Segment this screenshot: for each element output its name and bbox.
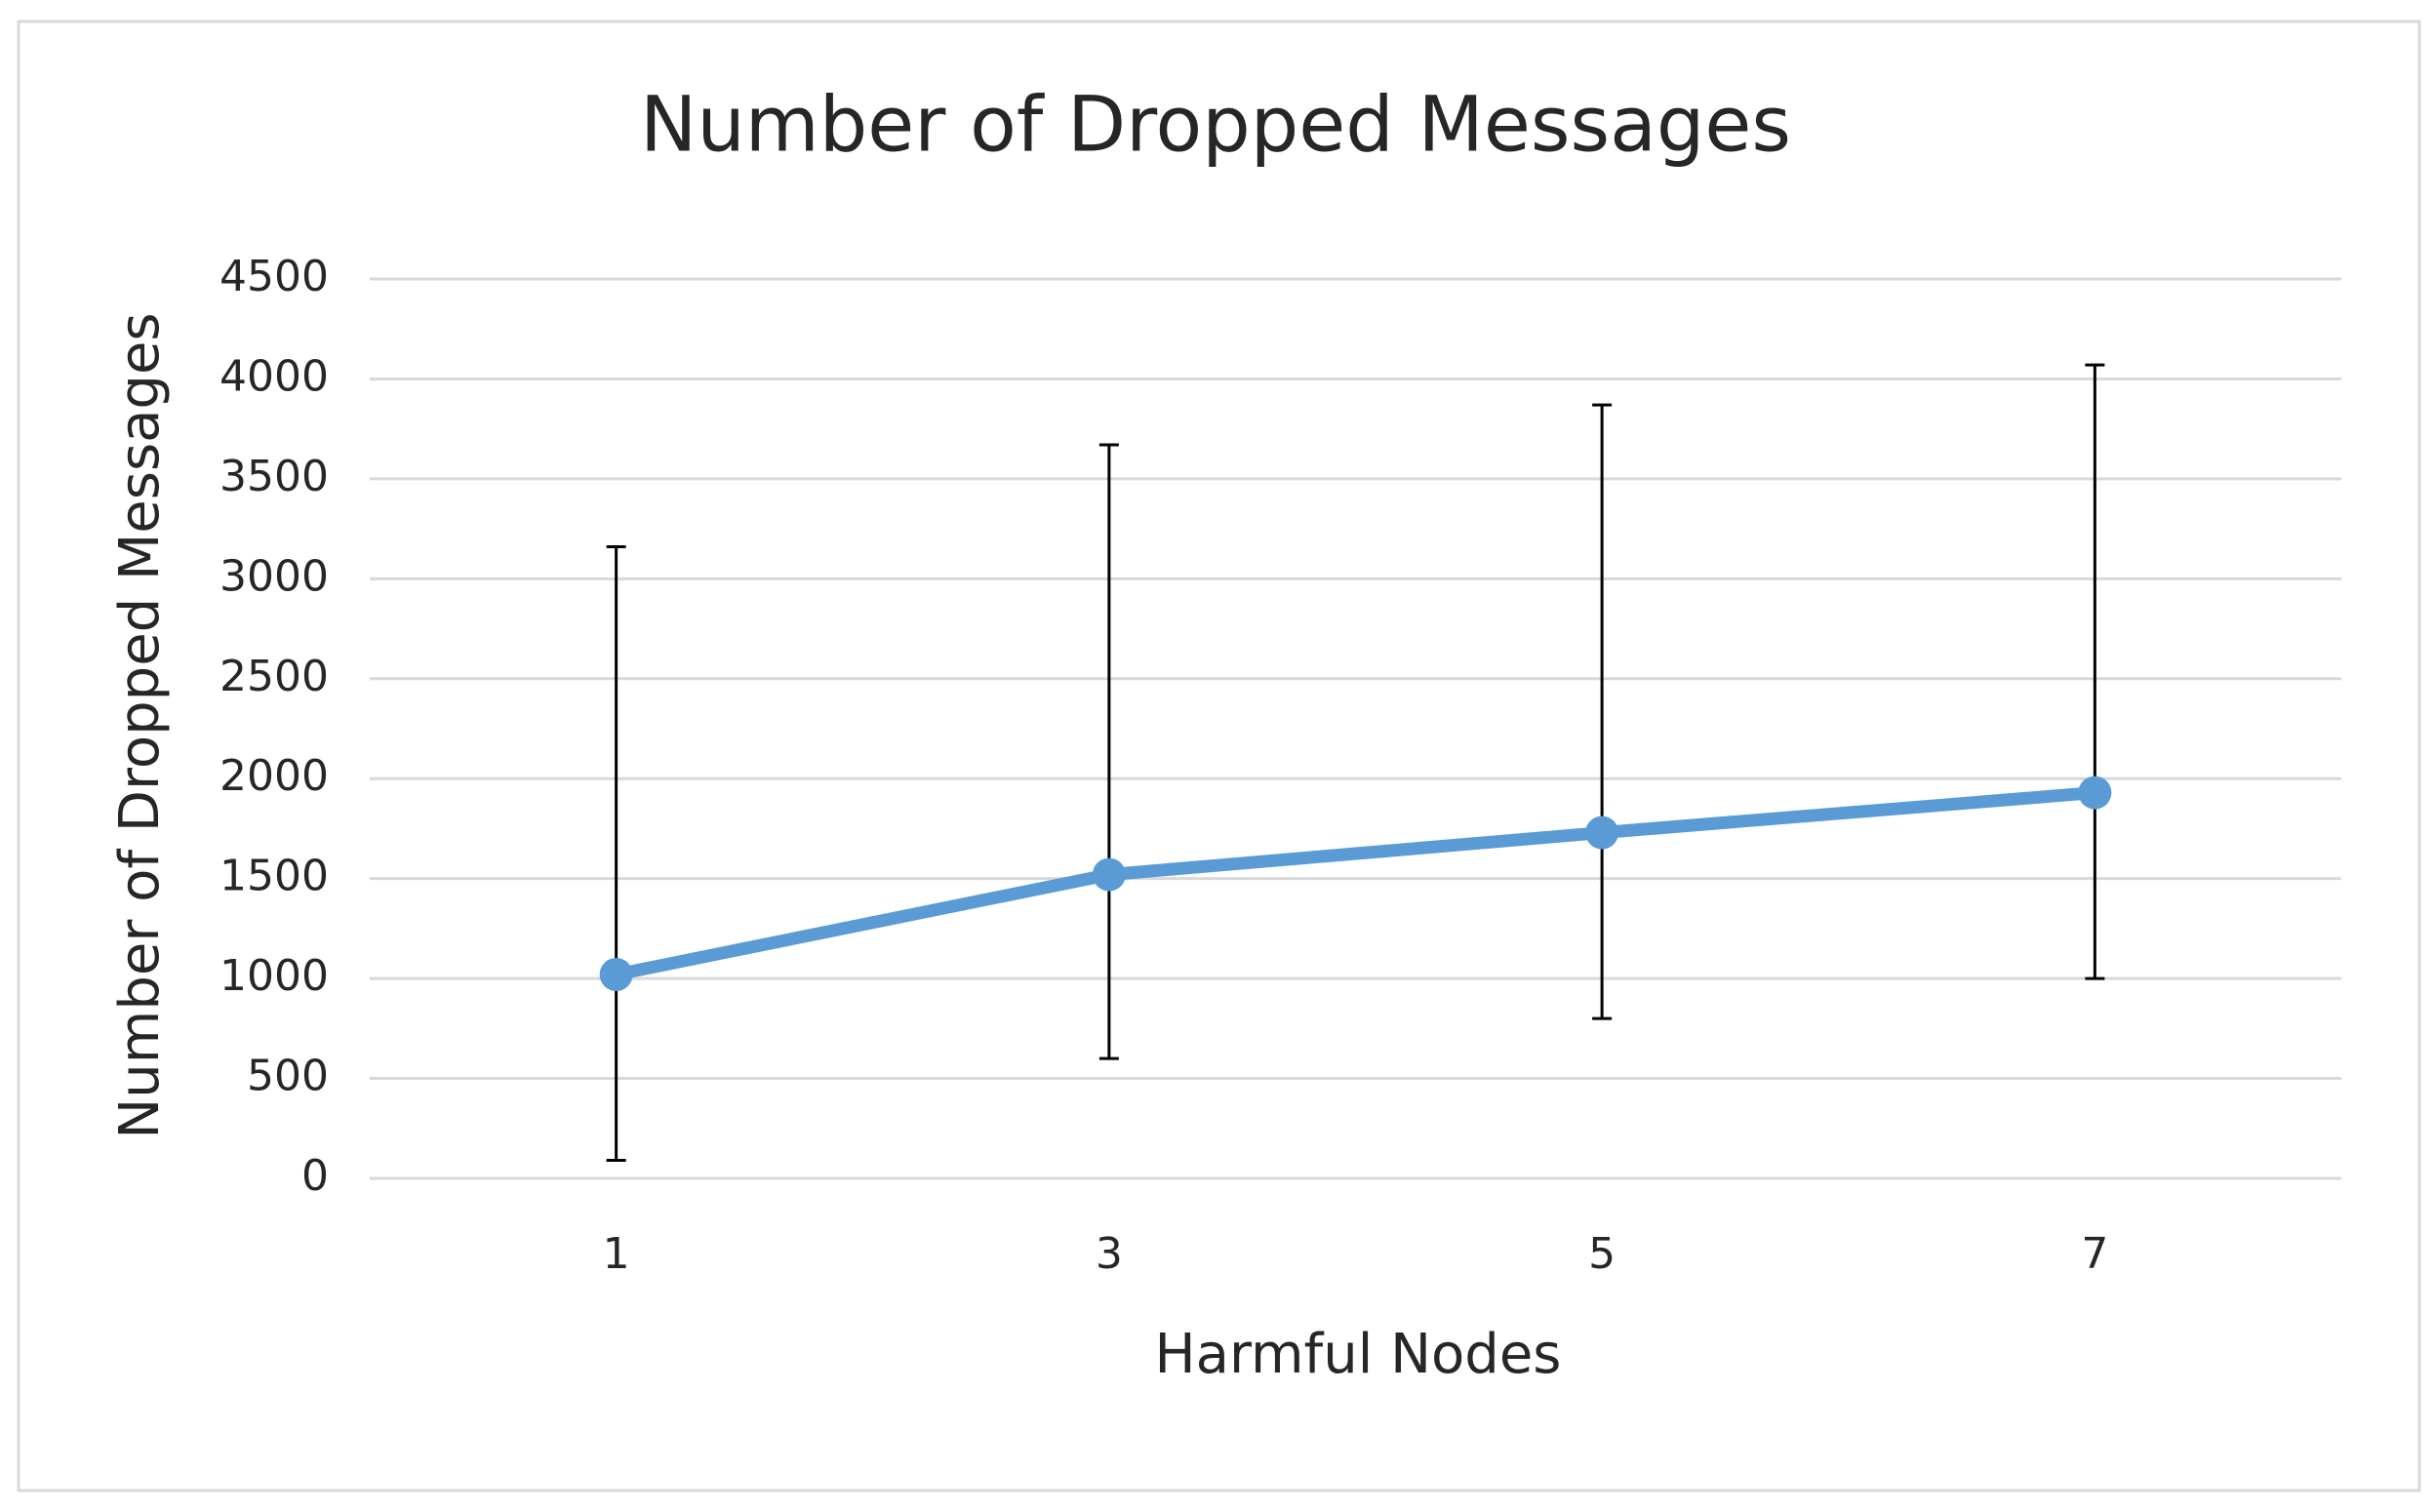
error-bar (606, 545, 626, 1163)
error-bar (1592, 403, 1613, 1020)
data-point (1585, 816, 1619, 850)
y-tick-label: 2000 (219, 751, 329, 801)
chart-title: Number of Dropped Messages (640, 81, 1791, 169)
error-bar (1098, 443, 1119, 1060)
series-line (615, 786, 2095, 981)
y-tick-label: 500 (247, 1052, 329, 1101)
chart-border (17, 20, 2421, 1492)
y-axis-title: Number of Dropped Messages (108, 312, 172, 1138)
y-tick-label: 4000 (219, 351, 329, 401)
y-tick-label: 4500 (219, 252, 329, 301)
data-point (599, 958, 633, 992)
x-axis-title: Harmful Nodes (1155, 1323, 1562, 1386)
y-tick-label: 1000 (219, 951, 329, 1001)
data-point (2078, 776, 2112, 810)
error-bar (2085, 363, 2105, 980)
x-tick-label: 3 (1096, 1229, 1123, 1279)
data-point (1092, 857, 1126, 892)
x-tick-label: 1 (603, 1229, 630, 1279)
y-tick-label: 1500 (219, 852, 329, 901)
y-tick-label: 3500 (219, 452, 329, 501)
x-tick-label: 5 (1588, 1229, 1616, 1279)
y-tick-label: 3000 (219, 551, 329, 601)
y-tick-label: 0 (301, 1151, 329, 1201)
y-tick-label: 2500 (219, 652, 329, 701)
x-tick-label: 7 (2081, 1229, 2108, 1279)
